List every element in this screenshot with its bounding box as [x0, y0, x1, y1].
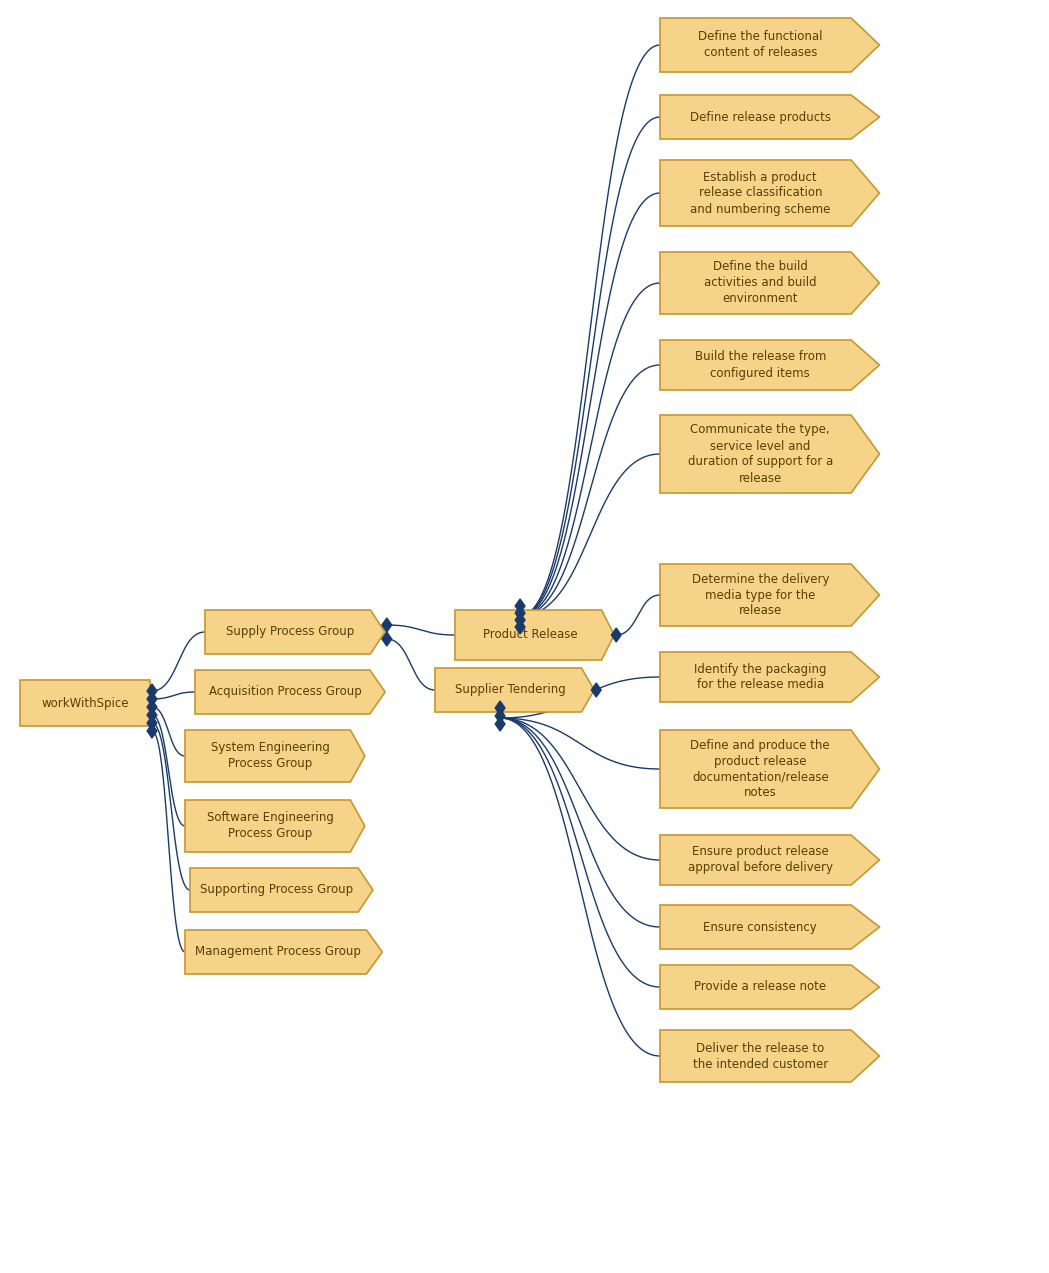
Polygon shape	[515, 614, 524, 628]
Text: Supply Process Group: Supply Process Group	[226, 625, 355, 639]
Polygon shape	[515, 600, 524, 614]
Polygon shape	[147, 684, 157, 698]
Polygon shape	[495, 717, 505, 731]
Polygon shape	[190, 868, 372, 911]
Text: Supplier Tendering: Supplier Tendering	[455, 684, 565, 696]
Polygon shape	[660, 252, 879, 314]
Polygon shape	[147, 700, 157, 714]
Text: Communicate the type,
service level and
duration of support for a
release: Communicate the type, service level and …	[688, 424, 833, 485]
Polygon shape	[185, 729, 365, 782]
Polygon shape	[455, 610, 615, 659]
Polygon shape	[495, 709, 505, 723]
Text: workWithSpice: workWithSpice	[41, 696, 129, 709]
Polygon shape	[592, 684, 601, 698]
Polygon shape	[660, 729, 879, 808]
Polygon shape	[612, 628, 621, 642]
Polygon shape	[660, 340, 879, 390]
Text: Product Release: Product Release	[483, 629, 578, 642]
Text: Software Engineering
Process Group: Software Engineering Process Group	[207, 811, 334, 840]
Polygon shape	[382, 617, 391, 631]
Polygon shape	[515, 620, 524, 634]
Polygon shape	[495, 701, 505, 715]
Polygon shape	[660, 18, 879, 73]
Polygon shape	[660, 95, 879, 139]
Polygon shape	[147, 693, 157, 707]
Polygon shape	[185, 799, 365, 852]
Polygon shape	[382, 631, 391, 645]
Polygon shape	[147, 715, 157, 729]
Polygon shape	[195, 670, 385, 714]
Polygon shape	[660, 652, 879, 701]
Text: Determine the delivery
media type for the
release: Determine the delivery media type for th…	[691, 573, 829, 617]
Polygon shape	[660, 905, 879, 948]
Text: Deliver the release to
the intended customer: Deliver the release to the intended cust…	[692, 1041, 828, 1071]
Text: Define release products: Define release products	[690, 111, 831, 123]
Polygon shape	[147, 708, 157, 722]
Polygon shape	[185, 931, 382, 974]
Polygon shape	[205, 610, 385, 654]
Bar	[20, 680, 150, 726]
Text: System Engineering
Process Group: System Engineering Process Group	[211, 741, 329, 770]
Text: Define the functional
content of releases: Define the functional content of release…	[698, 31, 822, 60]
Text: Build the release from
configured items: Build the release from configured items	[694, 350, 826, 379]
Text: Acquisition Process Group: Acquisition Process Group	[209, 685, 361, 699]
Text: Define the build
activities and build
environment: Define the build activities and build en…	[704, 261, 816, 306]
Polygon shape	[660, 1030, 879, 1082]
Text: Establish a product
release classification
and numbering scheme: Establish a product release classificati…	[690, 171, 831, 215]
Text: Ensure consistency: Ensure consistency	[704, 920, 817, 933]
Polygon shape	[660, 564, 879, 626]
Polygon shape	[660, 160, 879, 227]
Text: Supporting Process Group: Supporting Process Group	[200, 883, 354, 896]
Polygon shape	[660, 835, 879, 885]
Text: Define and produce the
product release
documentation/release
notes: Define and produce the product release d…	[690, 738, 830, 799]
Polygon shape	[660, 415, 879, 493]
Text: Provide a release note: Provide a release note	[694, 980, 827, 993]
Text: Management Process Group: Management Process Group	[195, 946, 361, 959]
Polygon shape	[147, 724, 157, 738]
Polygon shape	[515, 606, 524, 620]
Polygon shape	[660, 965, 879, 1009]
Text: Identify the packaging
for the release media: Identify the packaging for the release m…	[694, 662, 827, 691]
Polygon shape	[435, 668, 595, 712]
Text: Ensure product release
approval before delivery: Ensure product release approval before d…	[688, 845, 833, 875]
